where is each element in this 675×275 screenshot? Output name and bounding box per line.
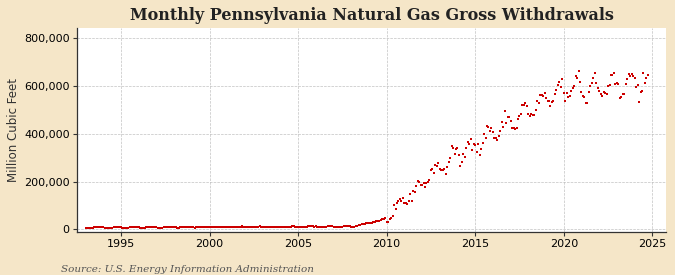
Title: Monthly Pennsylvania Natural Gas Gross Withdrawals: Monthly Pennsylvania Natural Gas Gross W… [130,7,614,24]
Text: Source: U.S. Energy Information Administration: Source: U.S. Energy Information Administ… [61,265,314,274]
Y-axis label: Million Cubic Feet: Million Cubic Feet [7,78,20,182]
